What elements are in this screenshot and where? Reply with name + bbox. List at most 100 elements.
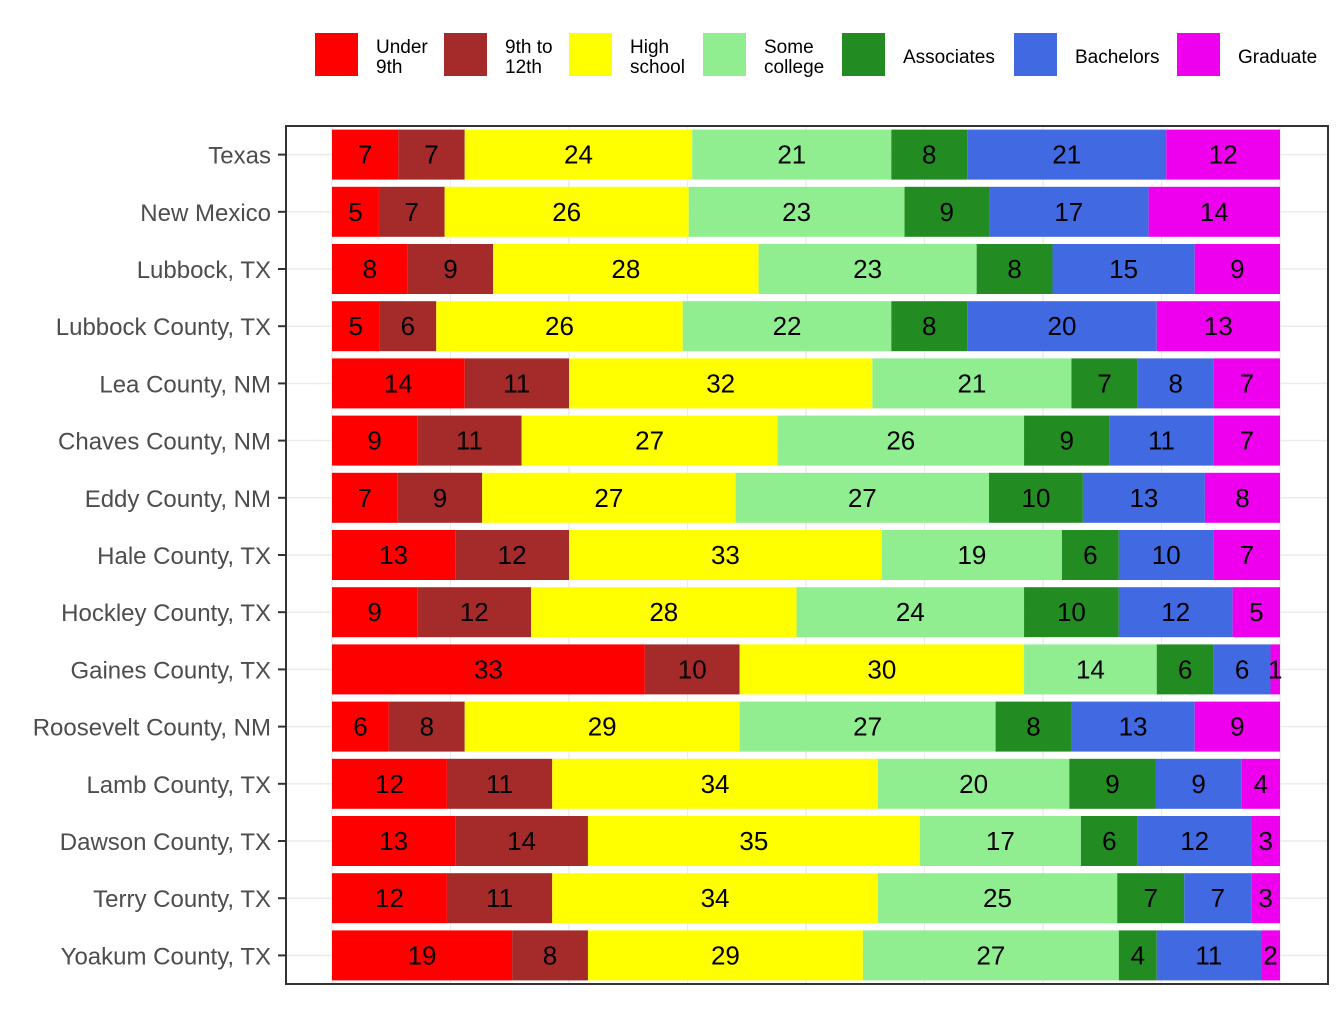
bar-segment <box>1137 358 1214 409</box>
data-label: 13 <box>1204 311 1233 341</box>
data-label: 6 <box>1083 540 1097 570</box>
data-label: 14 <box>1076 654 1105 684</box>
bar-segment <box>1155 758 1242 809</box>
bar-segment <box>1082 472 1205 523</box>
y-tick-label: Texas <box>208 143 271 170</box>
data-label: 34 <box>701 883 730 913</box>
data-label: 6 <box>1178 654 1192 684</box>
data-label: 35 <box>739 826 768 856</box>
data-label: 17 <box>986 826 1015 856</box>
legend-item: Graduate <box>1177 33 1317 76</box>
data-label: 17 <box>1054 197 1083 227</box>
bar-segment <box>332 530 456 580</box>
data-label: 7 <box>358 483 372 513</box>
bar-segment <box>332 244 408 294</box>
data-label: 6 <box>353 712 367 742</box>
data-label: 12 <box>375 769 404 799</box>
bar-segment <box>521 415 778 466</box>
data-label: 11 <box>456 426 483 456</box>
bar-segment <box>1213 415 1280 466</box>
data-label: 25 <box>983 883 1012 913</box>
bar-segment <box>531 587 797 638</box>
data-label: 7 <box>1143 883 1157 913</box>
bar-segment <box>552 758 878 809</box>
bar-segment <box>464 701 740 752</box>
bar-segment <box>1232 587 1280 638</box>
bar-segment <box>644 644 740 695</box>
legend-key <box>444 33 487 76</box>
data-label: 13 <box>1129 483 1158 513</box>
bar-segment <box>407 244 494 294</box>
data-label: 2 <box>1263 940 1277 970</box>
bar-segment <box>332 129 399 180</box>
bar-segment <box>332 415 418 466</box>
data-label: 7 <box>1240 368 1254 398</box>
bar-segment <box>332 873 447 924</box>
bar-segment <box>332 186 379 237</box>
bar-segment <box>464 358 569 409</box>
bar-segment <box>569 358 873 409</box>
bar-segment <box>1241 758 1280 809</box>
bar-segment <box>417 587 532 638</box>
bar-segment <box>1118 930 1157 981</box>
bar-segment <box>1024 587 1119 638</box>
legend: Under 9th 9th to 12th High school Some college A… <box>315 33 1317 78</box>
legend-item: Associates <box>842 33 995 76</box>
bar-segment <box>397 472 483 523</box>
data-label: 10 <box>1057 597 1086 627</box>
data-label: 20 <box>959 769 988 799</box>
bar-segment <box>872 358 1072 409</box>
data-label: 5 <box>348 311 362 341</box>
bar-segment <box>446 873 553 924</box>
bar-segment <box>455 816 588 866</box>
bar-segment <box>1166 129 1280 180</box>
legend-key <box>569 33 612 76</box>
bar-segment <box>1118 587 1233 638</box>
bar-segment <box>891 301 968 352</box>
bar-segment <box>332 472 398 523</box>
y-tick-label: Lea County, NM <box>99 371 271 398</box>
bar-segment <box>1184 873 1252 924</box>
bar-segment <box>995 701 1072 752</box>
y-tick-label: New Mexico <box>140 200 271 227</box>
legend-label: Associates <box>903 47 995 68</box>
bar-segment <box>877 873 1118 924</box>
bar-segment <box>587 930 863 981</box>
bar-segment <box>446 758 553 809</box>
bar-segment <box>1024 415 1110 466</box>
data-label: 1 <box>1268 654 1282 684</box>
legend-label: Graduate <box>1238 47 1317 68</box>
bar-segment <box>1156 301 1280 352</box>
data-label: 23 <box>782 197 811 227</box>
data-label: 9 <box>367 597 381 627</box>
legend-key <box>703 33 746 76</box>
y-tick-label: Hockley County, TX <box>61 600 271 627</box>
data-label: 8 <box>420 712 434 742</box>
data-label: 7 <box>1211 883 1225 913</box>
bar-segment <box>796 587 1025 638</box>
legend-key <box>842 33 885 76</box>
data-label: 10 <box>1021 483 1050 513</box>
bar-segment <box>1156 930 1262 981</box>
bar-segment <box>332 930 513 981</box>
bar-segment <box>1261 930 1280 981</box>
y-tick-label: Terry County, TX <box>93 886 271 913</box>
bar-segment <box>989 186 1149 237</box>
data-label: 33 <box>711 540 740 570</box>
bar-segment <box>682 301 892 352</box>
data-label: 22 <box>773 311 802 341</box>
bar-segment <box>1270 644 1280 695</box>
y-tick-label: Lamb County, TX <box>86 772 271 799</box>
bar-segment <box>332 644 645 695</box>
bar-segment <box>1204 472 1280 523</box>
data-label: 33 <box>474 654 503 684</box>
bar-segment <box>967 301 1157 352</box>
data-label: 21 <box>1052 140 1081 170</box>
data-label: 27 <box>976 940 1005 970</box>
data-label: 34 <box>701 769 730 799</box>
bar-segment <box>482 472 736 523</box>
data-label: 7 <box>1097 368 1111 398</box>
bar-segment <box>493 244 759 294</box>
bar-segment <box>379 301 437 352</box>
bar-segment <box>569 530 882 580</box>
